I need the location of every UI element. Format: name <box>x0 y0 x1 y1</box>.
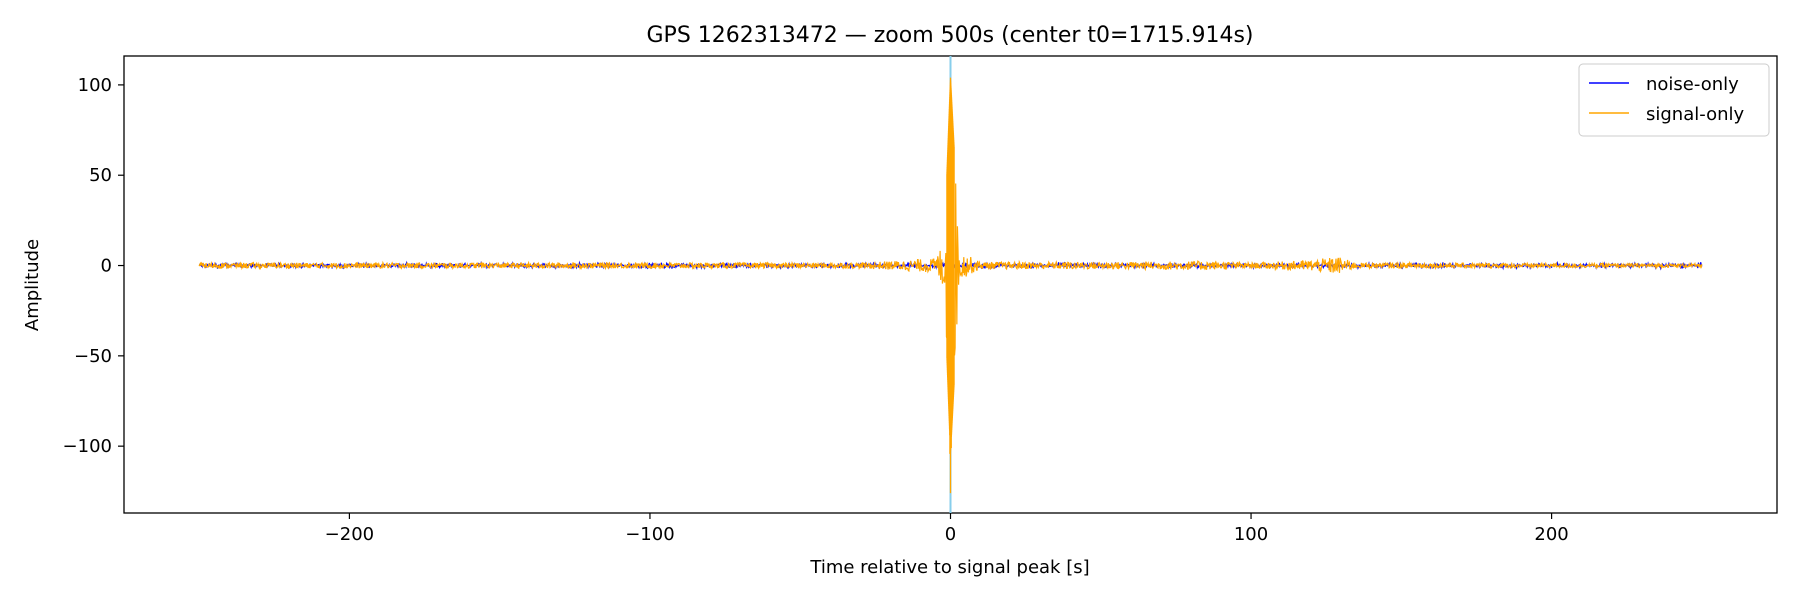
y-tick-label: 50 <box>89 165 112 186</box>
y-tick-label: 0 <box>101 256 112 277</box>
legend-label-signal-only: signal-only <box>1646 104 1744 125</box>
y-tick-label: −100 <box>63 436 112 457</box>
ticks-layer: −200 −100 0 100 200 100 50 0 −50 −100 <box>63 75 1569 545</box>
legend-frame <box>1578 63 1770 137</box>
x-tick-label: 100 <box>1234 524 1268 545</box>
y-tick-label: −50 <box>74 346 112 367</box>
plot-area: −200 −100 0 100 200 100 50 0 −50 −100 <box>63 55 1778 545</box>
signal-peak-burst <box>946 77 955 494</box>
x-axis-label: Time relative to signal peak [s] <box>809 557 1089 578</box>
chart-title: GPS 1262313472 — zoom 500s (center t0=17… <box>647 23 1254 48</box>
x-tick-label: −200 <box>325 524 374 545</box>
legend-label-noise-only: noise-only <box>1646 74 1739 95</box>
series-layer <box>198 56 1703 513</box>
x-tick-label: −100 <box>625 524 674 545</box>
x-tick-label: 0 <box>945 524 956 545</box>
x-tick-label: 200 <box>1534 524 1568 545</box>
legend: noise-only signal-only <box>1578 63 1770 137</box>
y-axis-label: Amplitude <box>22 239 43 331</box>
y-tick-label: 100 <box>78 75 112 96</box>
